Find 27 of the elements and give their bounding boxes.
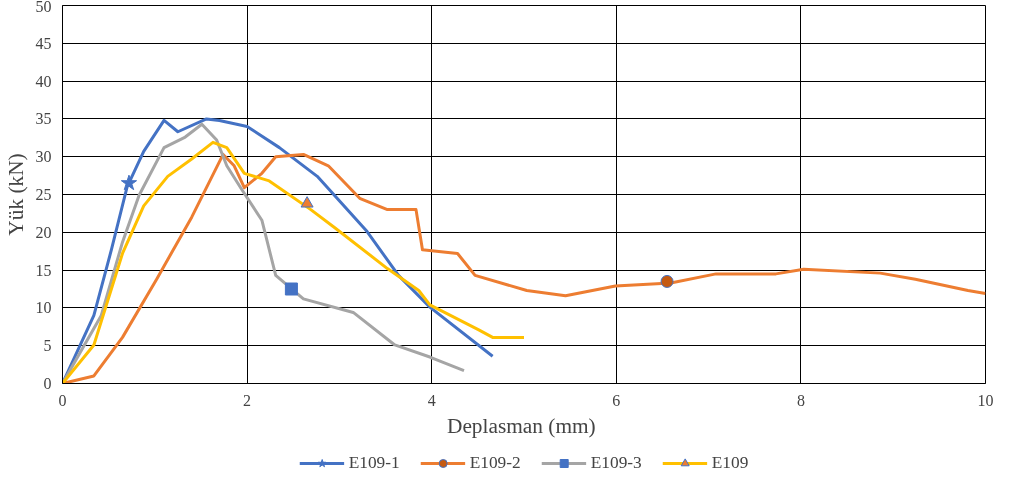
y-tick-label: 50 <box>35 0 52 15</box>
x-tick-label: 10 <box>977 391 994 409</box>
x-tick-label: 0 <box>58 391 67 409</box>
legend-label: E109-3 <box>590 452 642 473</box>
y-tick-label: 30 <box>35 148 52 166</box>
x-tick-label: 4 <box>427 391 436 409</box>
y-tick-label: 10 <box>35 299 52 317</box>
point <box>284 282 298 296</box>
y-axis-title: Yük (kN) <box>3 153 28 236</box>
y-tick-label: 0 <box>43 375 52 392</box>
legend-label: E109 <box>711 452 749 473</box>
y-tick-label: 35 <box>35 110 52 128</box>
point <box>660 274 674 288</box>
x-tick-label: 8 <box>796 391 805 409</box>
y-tick-label: 40 <box>35 72 52 90</box>
x-tick-label: 6 <box>612 391 621 409</box>
x-axis-title: Deplasman (mm) <box>447 413 596 438</box>
y-tick-label: 45 <box>35 34 52 52</box>
legend-label: E109-1 <box>348 452 400 473</box>
y-tick-label: 15 <box>35 261 52 279</box>
y-tick-label: 25 <box>35 186 52 203</box>
x-tick-label: 2 <box>243 391 252 409</box>
legend-label: E109-2 <box>469 452 521 473</box>
y-tick-label: 20 <box>35 223 52 241</box>
point <box>300 196 314 208</box>
point <box>120 174 138 191</box>
y-tick-label: 5 <box>43 337 52 355</box>
